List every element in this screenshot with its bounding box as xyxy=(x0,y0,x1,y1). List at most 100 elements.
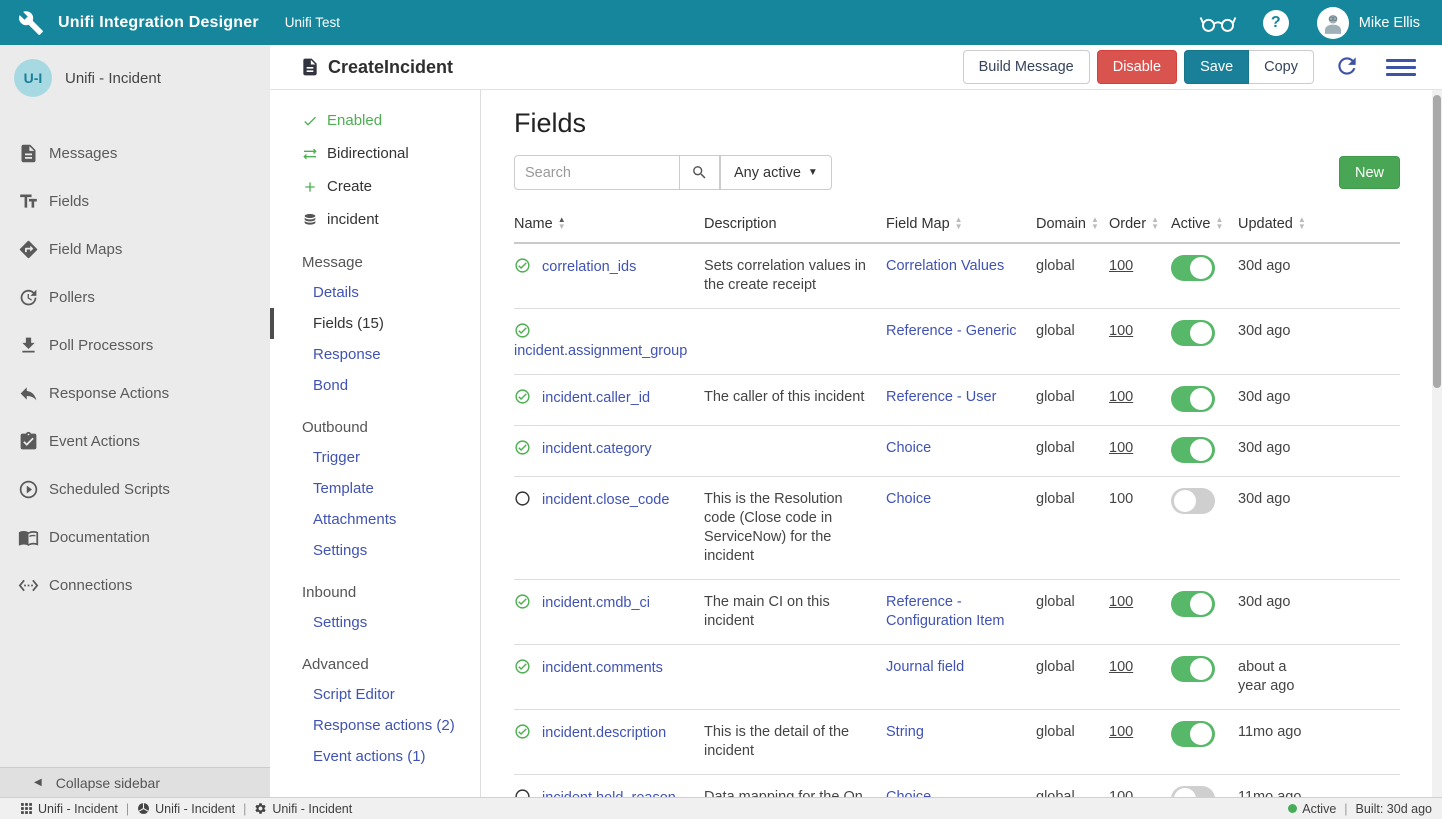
grid-icon xyxy=(20,802,33,815)
field-map-link[interactable]: Reference - Configuration Item xyxy=(886,594,1004,629)
sidebar-item-documentation[interactable]: Documentation xyxy=(0,513,270,561)
sidebar-item-fields[interactable]: Fields xyxy=(0,177,270,225)
field-order-link[interactable]: 100 xyxy=(1109,659,1133,675)
subnav-link-trigger[interactable]: Trigger xyxy=(270,442,480,473)
field-name-link[interactable]: incident.caller_id xyxy=(542,390,650,406)
active-toggle[interactable] xyxy=(1171,437,1215,463)
hamburger-menu-icon[interactable] xyxy=(1386,55,1416,80)
field-map-link[interactable]: Choice xyxy=(886,440,931,456)
column-header-active[interactable]: Active▲▼ xyxy=(1171,216,1238,232)
field-map-link[interactable]: Reference - Generic xyxy=(886,323,1017,339)
statusbar-item-grid[interactable]: Unifi - Incident xyxy=(20,802,118,816)
create-indicator: Create xyxy=(270,170,480,203)
subnav-link-details[interactable]: Details xyxy=(270,277,480,308)
field-order-link[interactable]: 100 xyxy=(1109,258,1133,274)
copy-button[interactable]: Copy xyxy=(1249,50,1314,84)
sidebar-item-messages[interactable]: Messages xyxy=(0,129,270,177)
field-order-link[interactable]: 100 xyxy=(1109,323,1133,339)
sidebar-item-connections[interactable]: Connections xyxy=(0,561,270,609)
subnav-link-outbound-settings[interactable]: Settings xyxy=(270,535,480,566)
field-map-link[interactable]: Reference - User xyxy=(886,389,996,405)
statusbar-item-pie[interactable]: Unifi - Incident xyxy=(137,802,235,816)
field-map-link[interactable]: Choice xyxy=(886,491,931,507)
field-order-link[interactable]: 100 xyxy=(1109,491,1133,507)
active-toggle[interactable] xyxy=(1171,386,1215,412)
field-name-link[interactable]: incident.hold_reason xyxy=(542,790,676,797)
field-order-link[interactable]: 100 xyxy=(1109,440,1133,456)
sidebar-item-event-actions[interactable]: Event Actions xyxy=(0,417,270,465)
unifi-integration-designer-app: Unifi Integration Designer Unifi Test ? … xyxy=(0,0,1442,819)
field-map-link[interactable]: Choice xyxy=(886,789,931,797)
sidebar-item-poll-processors[interactable]: Poll Processors xyxy=(0,321,270,369)
reply-arrow-icon xyxy=(18,383,39,404)
sidebar-item-response-actions[interactable]: Response Actions xyxy=(0,369,270,417)
active-toggle[interactable] xyxy=(1171,488,1215,514)
collapse-sidebar-button[interactable]: ◀ Collapse sidebar xyxy=(0,767,270,797)
field-name-cell: incident.category xyxy=(514,426,704,476)
subnav-link-response[interactable]: Response xyxy=(270,339,480,370)
wrench-icon[interactable] xyxy=(18,10,44,36)
user-name[interactable]: Mike Ellis xyxy=(1359,15,1420,31)
column-header-name[interactable]: Name▲▼ xyxy=(514,216,704,232)
field-order-link[interactable]: 100 xyxy=(1109,389,1133,405)
save-button[interactable]: Save xyxy=(1184,50,1249,84)
scrollbar-thumb[interactable] xyxy=(1433,95,1441,388)
active-toggle[interactable] xyxy=(1171,786,1215,797)
field-order-link[interactable]: 100 xyxy=(1109,594,1133,610)
field-map-link[interactable]: Journal field xyxy=(886,659,964,675)
sidebar-item-field-maps[interactable]: Field Maps xyxy=(0,225,270,273)
field-name-link[interactable]: incident.cmdb_ci xyxy=(542,595,650,611)
statusbar-item-gear[interactable]: Unifi - Incident xyxy=(254,802,352,816)
search-button[interactable] xyxy=(680,155,720,190)
subnav-link-attachments[interactable]: Attachments xyxy=(270,504,480,535)
active-check-circle-icon xyxy=(514,322,531,339)
search-input[interactable] xyxy=(514,155,680,190)
vertical-scrollbar[interactable] xyxy=(1432,90,1442,797)
subnav-link-fields[interactable]: Fields (15) xyxy=(270,308,480,339)
subnav-link-response-actions[interactable]: Response actions (2) xyxy=(270,710,480,741)
sidebar-item-scheduled-scripts[interactable]: Scheduled Scripts xyxy=(0,465,270,513)
sidebar-item-pollers[interactable]: Pollers xyxy=(0,273,270,321)
field-map-link[interactable]: Correlation Values xyxy=(886,258,1004,274)
inactive-circle-icon xyxy=(514,788,531,797)
active-toggle[interactable] xyxy=(1171,255,1215,281)
subnav-link-bond[interactable]: Bond xyxy=(270,370,480,401)
user-avatar[interactable] xyxy=(1317,7,1349,39)
build-message-button[interactable]: Build Message xyxy=(963,50,1090,84)
help-icon[interactable]: ? xyxy=(1263,10,1289,36)
column-header-order[interactable]: Order▲▼ xyxy=(1109,216,1171,232)
new-field-button[interactable]: New xyxy=(1339,156,1400,189)
integration-header[interactable]: U-I Unifi - Incident xyxy=(0,45,270,111)
field-name-cell: incident.cmdb_ci xyxy=(514,580,704,644)
subnav-link-inbound-settings[interactable]: Settings xyxy=(270,607,480,638)
subnav-link-event-actions[interactable]: Event actions (1) xyxy=(270,741,480,772)
app-title: Unifi Integration Designer xyxy=(58,14,259,32)
chevron-down-icon: ▼ xyxy=(808,167,818,178)
reader-glasses-icon[interactable] xyxy=(1199,11,1263,35)
column-header-description[interactable]: Description xyxy=(704,216,886,232)
field-map-link[interactable]: String xyxy=(886,724,924,740)
column-header-domain[interactable]: Domain▲▼ xyxy=(1036,216,1109,232)
field-name-link[interactable]: incident.comments xyxy=(542,660,663,676)
field-name-link[interactable]: incident.close_code xyxy=(542,492,669,508)
subnav-link-template[interactable]: Template xyxy=(270,473,480,504)
active-toggle[interactable] xyxy=(1171,591,1215,617)
field-name-link[interactable]: correlation_ids xyxy=(542,259,636,275)
column-header-field-map[interactable]: Field Map▲▼ xyxy=(886,216,1036,232)
field-order-link[interactable]: 100 xyxy=(1109,789,1133,797)
integration-avatar: U-I xyxy=(14,59,52,97)
active-toggle[interactable] xyxy=(1171,721,1215,747)
field-order-link[interactable]: 100 xyxy=(1109,724,1133,740)
subnav-link-script-editor[interactable]: Script Editor xyxy=(270,679,480,710)
column-header-updated[interactable]: Updated▲▼ xyxy=(1238,216,1328,232)
refresh-icon[interactable] xyxy=(1334,53,1362,81)
field-name-link[interactable]: incident.description xyxy=(542,725,666,741)
active-filter-dropdown[interactable]: Any active ▼ xyxy=(720,155,832,190)
active-toggle[interactable] xyxy=(1171,656,1215,682)
sort-icon: ▲▼ xyxy=(1151,217,1159,231)
field-name-link[interactable]: incident.assignment_group xyxy=(514,343,687,359)
enabled-indicator[interactable]: Enabled xyxy=(270,104,480,137)
active-toggle[interactable] xyxy=(1171,320,1215,346)
disable-button[interactable]: Disable xyxy=(1097,50,1177,84)
field-name-link[interactable]: incident.category xyxy=(542,441,652,457)
